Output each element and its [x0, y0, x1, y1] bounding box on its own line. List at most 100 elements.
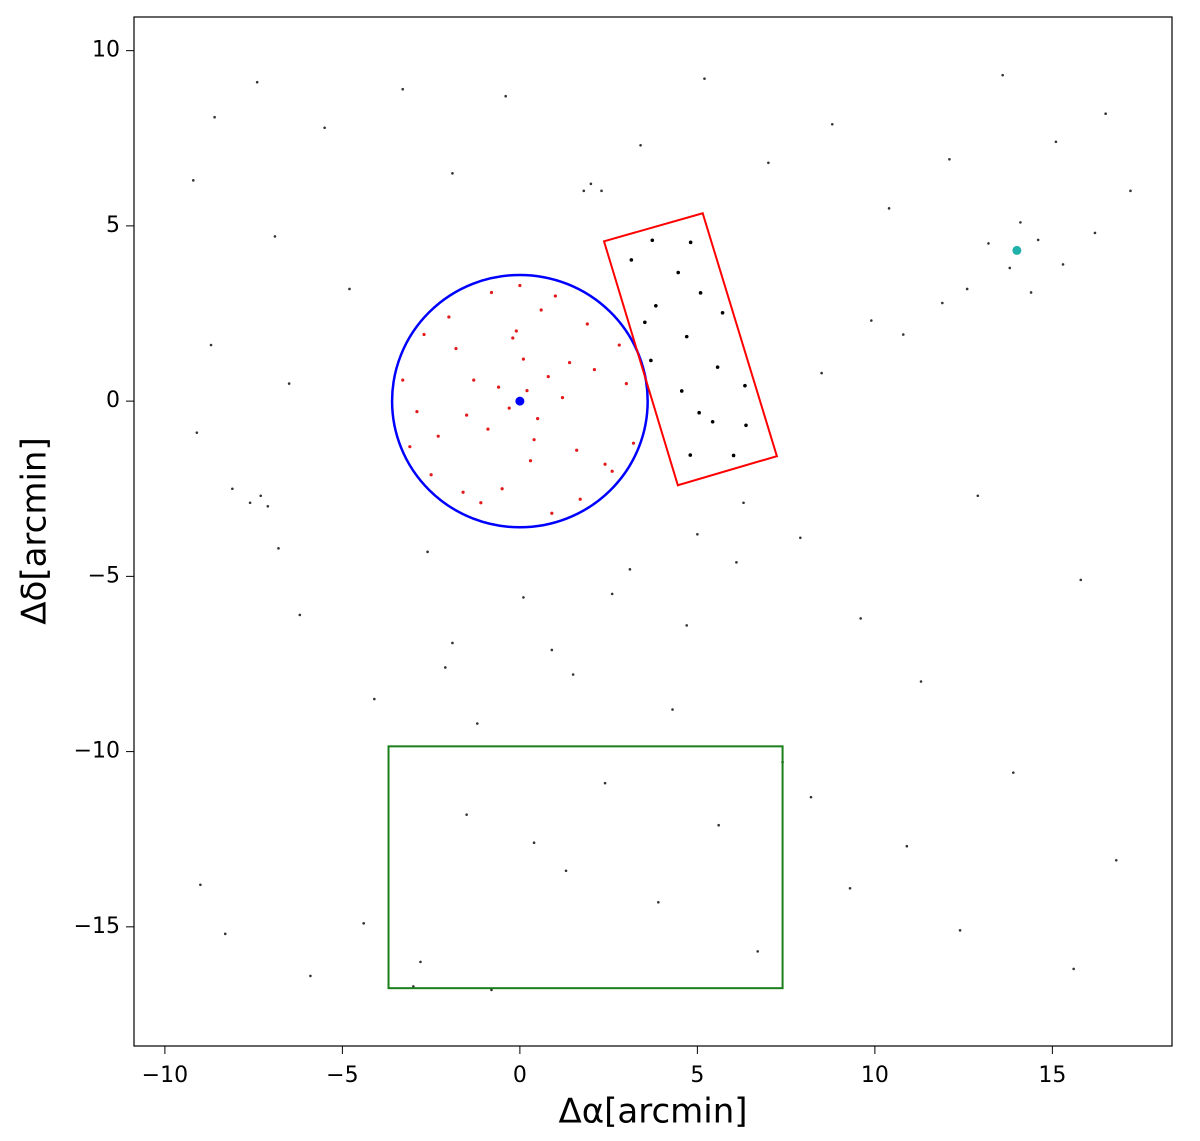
star-point: [373, 697, 376, 701]
star-point: [1129, 189, 1132, 193]
star-point: [870, 319, 873, 322]
star-point: [696, 533, 699, 536]
center-marker: [515, 396, 525, 406]
star-point: [507, 406, 511, 410]
star-point: [958, 929, 962, 932]
star-point: [567, 360, 572, 365]
star-point: [277, 547, 280, 550]
star-point: [255, 80, 259, 84]
y-tick-label: 0: [106, 388, 120, 413]
y-axis-label: Δδ[arcmin]: [15, 437, 55, 624]
star-point: [987, 242, 990, 245]
star-point: [447, 315, 451, 319]
star-point: [1029, 291, 1033, 294]
star-point: [536, 417, 540, 421]
x-tick-label: 15: [1038, 1063, 1066, 1088]
star-point: [799, 536, 802, 540]
x-tick-label: 5: [690, 1063, 704, 1088]
y-tick-label: −5: [88, 563, 120, 588]
star-point: [703, 77, 706, 80]
selection-circle: [390, 273, 649, 529]
star-point: [742, 501, 745, 505]
star-point: [213, 115, 216, 119]
star-point: [528, 459, 533, 463]
star-point: [1093, 231, 1097, 235]
star-point: [600, 189, 603, 193]
star-point: [266, 504, 270, 508]
star-point: [671, 708, 674, 711]
star-point: [948, 157, 951, 161]
star-point: [412, 985, 415, 988]
star-point: [657, 901, 660, 904]
x-tick-label: 10: [861, 1063, 889, 1088]
star-point: [273, 235, 277, 238]
star-point: [518, 283, 522, 288]
plot-frame: [133, 16, 1173, 1047]
star-point: [1001, 73, 1004, 77]
star-point: [500, 487, 504, 491]
star-point: [309, 974, 312, 978]
star-point: [685, 624, 689, 627]
star-point: [490, 988, 493, 992]
star-point: [401, 378, 405, 382]
star-point: [571, 673, 575, 676]
star-point: [472, 378, 476, 382]
star-point: [820, 371, 823, 375]
star-point: [564, 869, 568, 873]
star-point: [401, 87, 405, 91]
star-point: [585, 322, 589, 326]
star-point: [550, 648, 554, 652]
star-point: [905, 844, 909, 848]
star-point: [582, 189, 586, 193]
star-point: [919, 680, 923, 683]
x-axis-label: Δα[arcmin]: [558, 1092, 747, 1132]
star-point: [744, 423, 748, 428]
star-point: [976, 494, 980, 498]
star-point: [504, 94, 507, 98]
star-point: [209, 343, 213, 347]
star-point: [735, 561, 738, 564]
star-point: [624, 381, 628, 386]
star-point: [715, 365, 720, 369]
star-point: [809, 795, 813, 799]
star-point: [546, 374, 550, 379]
star-point: [199, 883, 202, 887]
star-point: [1019, 221, 1022, 224]
star-point: [1114, 858, 1118, 862]
y-tick-label: 10: [92, 38, 120, 63]
star-point: [698, 291, 703, 295]
star-point: [720, 311, 725, 315]
y-tick-label: 5: [106, 213, 120, 238]
star-point: [848, 886, 852, 890]
star-point: [231, 487, 234, 491]
star-point: [887, 207, 891, 210]
star-point: [684, 334, 689, 339]
selection-box: [602, 212, 779, 487]
star-point: [610, 469, 614, 473]
star-point: [560, 396, 565, 400]
star-point: [1104, 112, 1107, 116]
star-point: [697, 410, 701, 415]
star-point: [1036, 238, 1040, 242]
star-point: [465, 813, 468, 816]
star-point: [901, 333, 905, 336]
star-point: [578, 497, 582, 501]
star-point: [522, 596, 525, 599]
star-point: [451, 172, 454, 175]
star-point: [610, 592, 614, 596]
star-point: [589, 182, 593, 186]
star-point: [429, 473, 433, 477]
star-point: [191, 179, 195, 182]
star-point: [415, 410, 419, 414]
star-point: [550, 511, 554, 515]
star-point: [461, 490, 465, 494]
star-point: [830, 122, 834, 126]
star-point: [654, 303, 658, 308]
star-point: [767, 161, 770, 165]
star-point: [195, 431, 199, 434]
star-point: [323, 126, 326, 130]
star-point: [553, 294, 557, 298]
star-point: [1061, 263, 1065, 266]
star-point: [525, 389, 529, 393]
star-point: [629, 258, 634, 262]
